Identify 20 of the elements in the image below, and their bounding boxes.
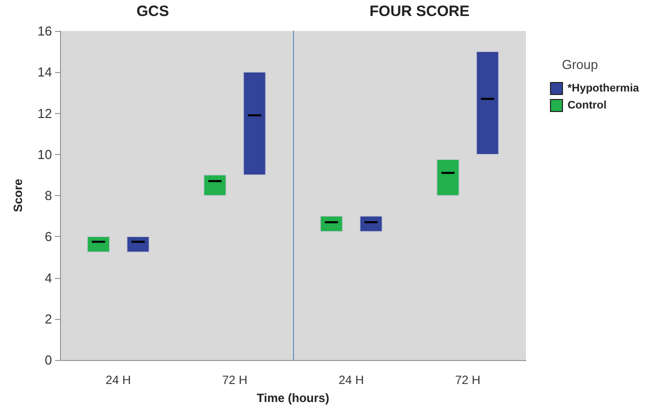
chart-title: GCS [136, 3, 170, 20]
y-tick-label: 8 [44, 188, 52, 203]
legend-label: *Hypothermia [567, 82, 640, 94]
y-tick-label: 12 [38, 106, 52, 121]
x-tick-label: 24 H [338, 373, 364, 387]
legend-label: Control [567, 100, 607, 112]
x-tick-label: 72 H [455, 373, 480, 387]
y-tick-label: 16 [38, 24, 52, 38]
x-tick-label: 24 H [106, 373, 131, 387]
y-tick-label: 10 [38, 146, 52, 162]
y-tick-label: 14 [38, 64, 52, 80]
y-tick-label: 4 [44, 270, 52, 286]
legend-title: Group [562, 57, 598, 72]
y-tick-label: 2 [44, 311, 52, 326]
y-tick-label: 0 [44, 352, 52, 368]
y-tick-label: 6 [44, 229, 52, 244]
x-tick-label: 72 H [222, 373, 248, 387]
x-axis-title: Time (hours) [256, 391, 330, 405]
chart-title: FOUR SCORE [370, 3, 470, 20]
y-axis-title: Score [11, 178, 25, 212]
